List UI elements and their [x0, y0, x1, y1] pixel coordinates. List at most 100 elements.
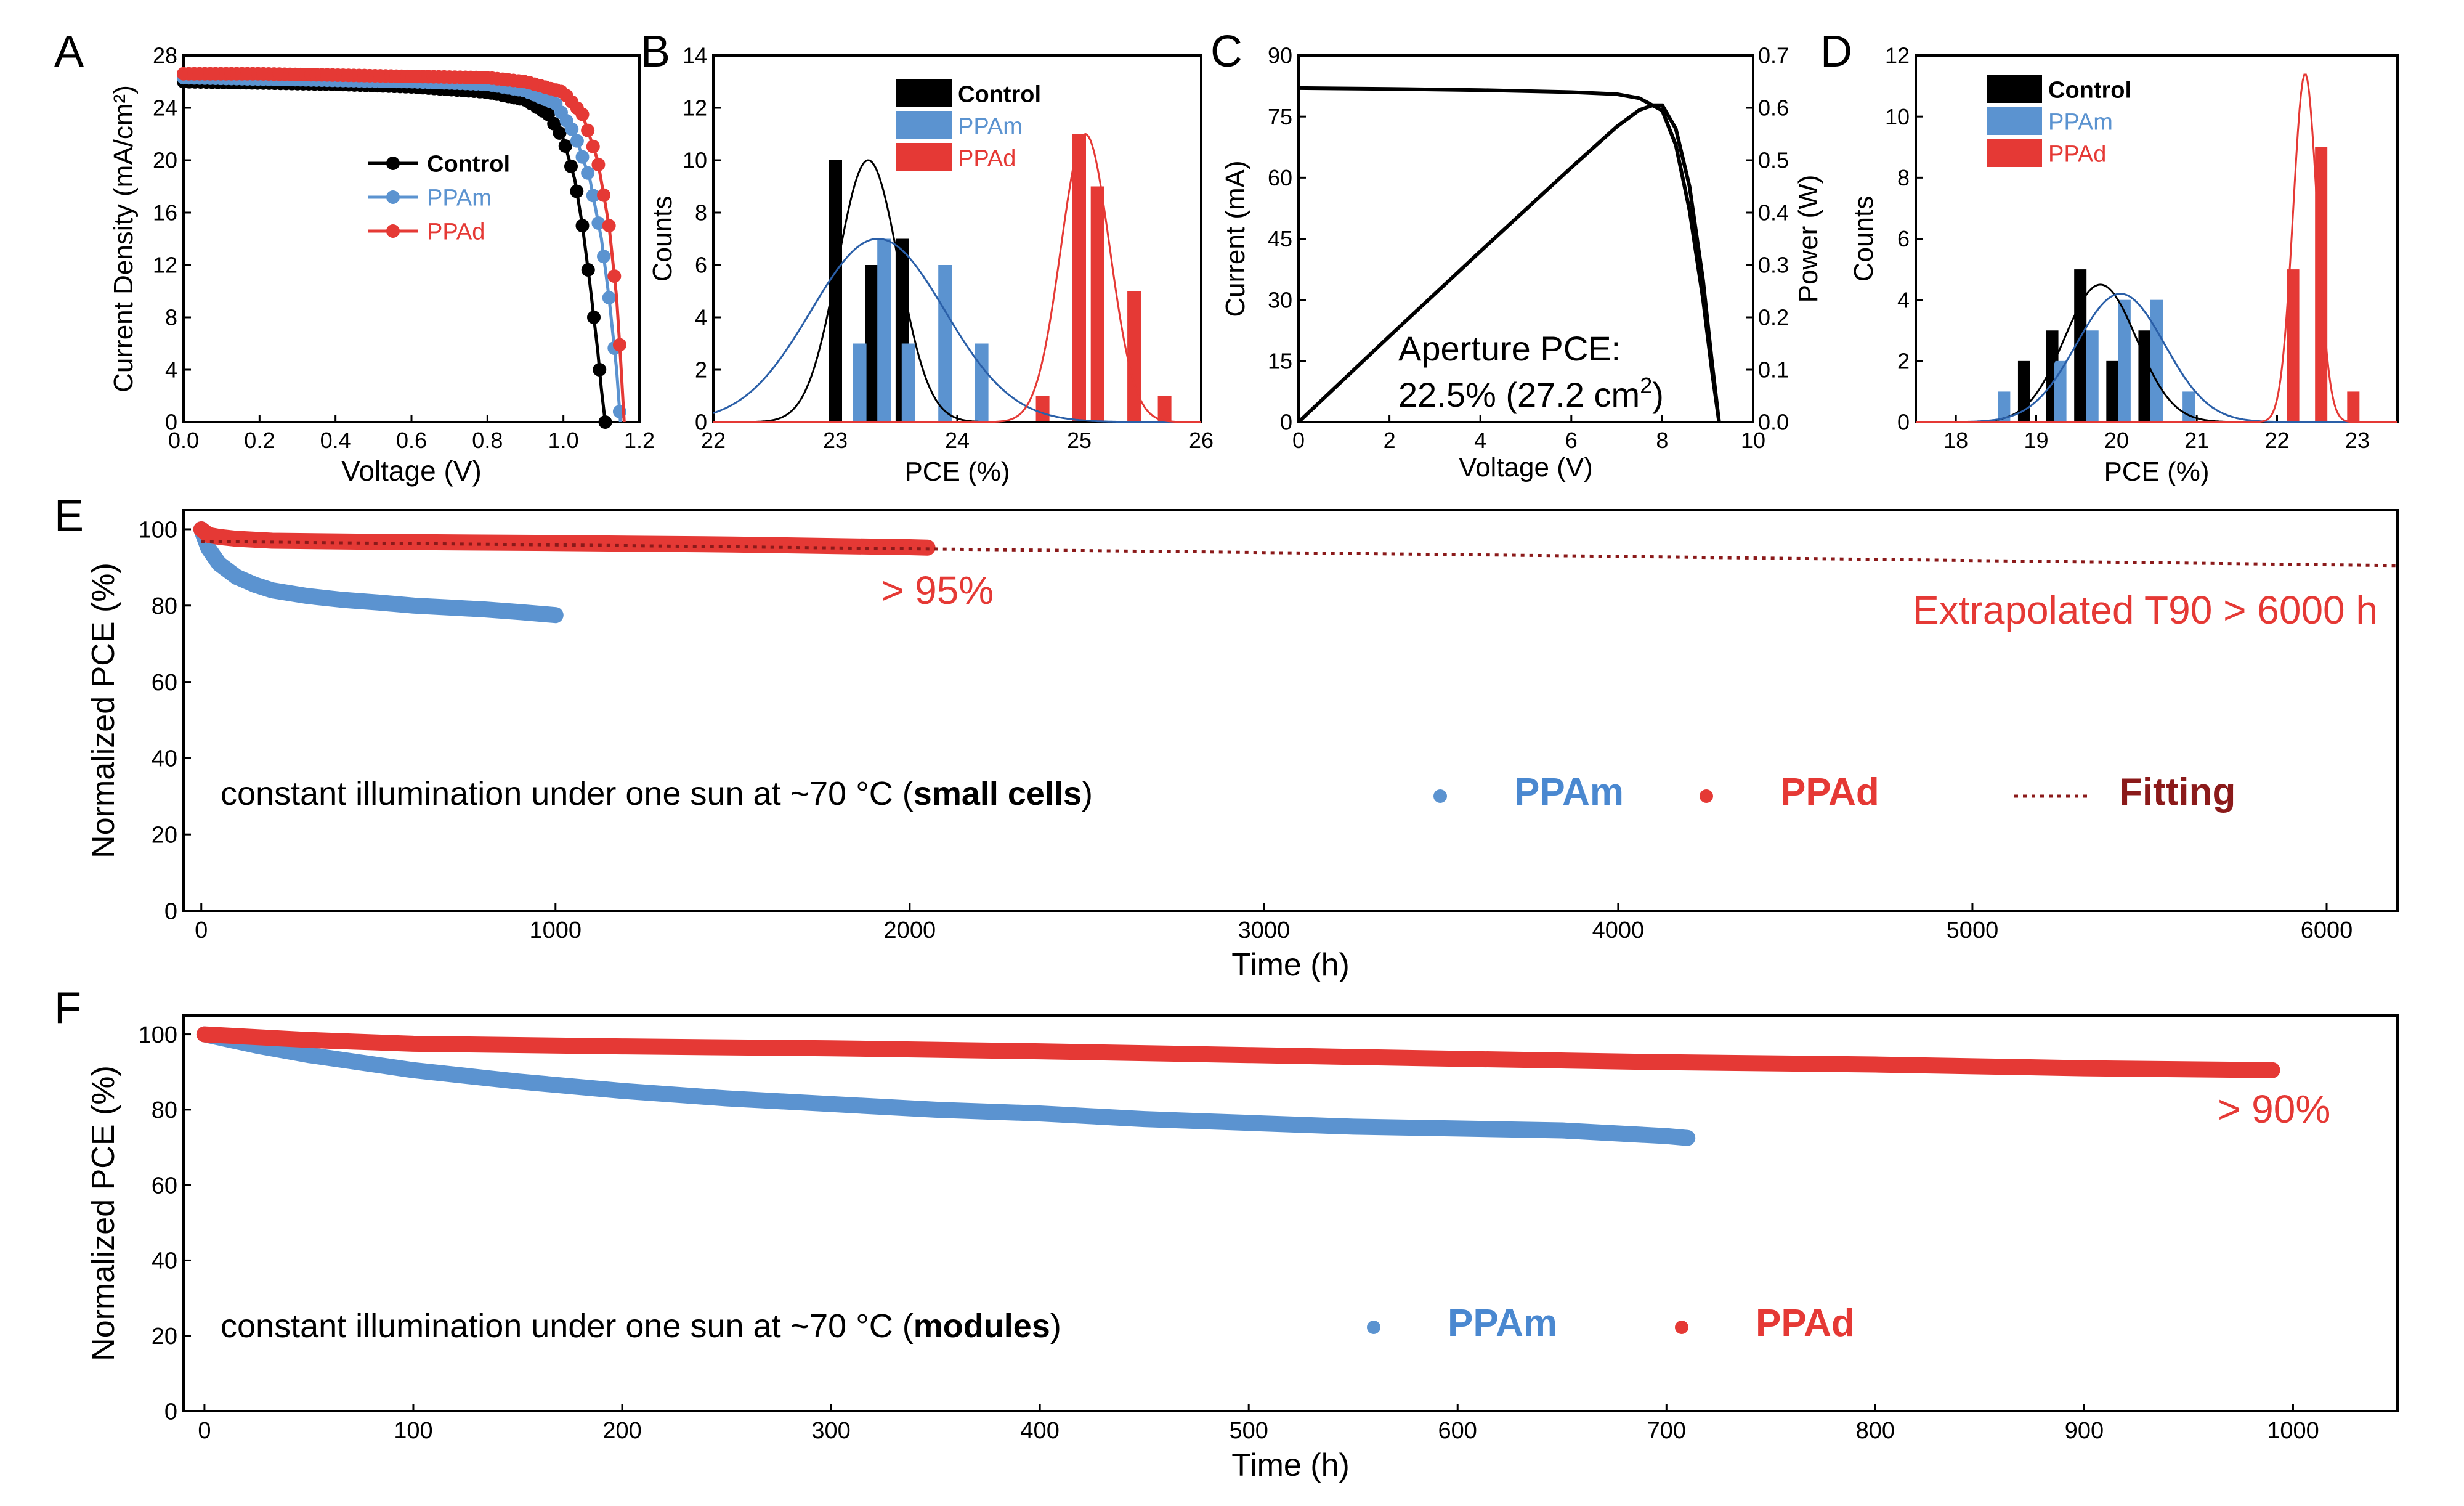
- legend-swatch: [896, 111, 952, 139]
- x-tick-label: 500: [1229, 1418, 1268, 1444]
- gaussian-fit-ppam: [713, 238, 1201, 423]
- y-tick-label: 15: [1268, 348, 1292, 373]
- x-tick-label: 0.2: [244, 428, 275, 453]
- y-tick-label: 90: [1268, 43, 1292, 68]
- x-axis-label: Time (h): [1231, 947, 1350, 983]
- y-tick-label: 20: [153, 148, 177, 173]
- y-tick-label: 12: [1885, 43, 1910, 68]
- x-tick-label: 3000: [1238, 918, 1291, 943]
- jv-curve-control: [183, 80, 607, 423]
- annotation-superscript: 2: [1640, 373, 1652, 398]
- y-tick-label: 2: [1897, 348, 1910, 373]
- x-tick-label: 700: [1647, 1418, 1686, 1444]
- x-tick-label: 200: [602, 1418, 641, 1444]
- legend-label: PPAm: [427, 185, 492, 211]
- caption-text: constant illumination under one sun at ~…: [221, 1308, 914, 1345]
- y-tick-label: 0: [695, 410, 707, 435]
- x-tick-label: 0.6: [396, 428, 427, 453]
- y2-tick-label: 0.2: [1758, 305, 1789, 330]
- x-axis-label: Voltage (V): [341, 455, 482, 487]
- y-tick-label: 8: [165, 305, 177, 330]
- y-tick-label: 8: [1897, 165, 1910, 190]
- legend-label-ppam: PPAm: [1514, 771, 1624, 813]
- jv-marker-control: [558, 139, 572, 153]
- hist-bar-control: [2138, 330, 2151, 422]
- jv-marker-ppam: [586, 189, 600, 203]
- legend-marker: [386, 157, 400, 170]
- hist-bar-ppad: [2347, 391, 2360, 422]
- gaussian-fit-ppam: [1916, 293, 2397, 423]
- y-tick-label: 0: [1897, 410, 1910, 435]
- hist-bar-ppad: [1157, 396, 1172, 422]
- y2-axis-label: Power (W): [1793, 175, 1823, 303]
- y-tick-label: 8: [695, 200, 707, 226]
- panel-F-frame: [182, 1014, 2399, 1412]
- x-tick-label: 800: [1856, 1418, 1895, 1444]
- legend-label-fitting: Fitting: [2119, 771, 2235, 813]
- legend-label-ppad: PPAd: [1756, 1302, 1855, 1345]
- x-tick-label: 900: [2065, 1418, 2104, 1444]
- y-tick-label: 40: [152, 746, 177, 772]
- jv-marker-ppam: [575, 150, 590, 164]
- legend-dot-ppad: [1675, 1321, 1688, 1334]
- panel-letter-f: F: [54, 983, 81, 1033]
- x-tick-label: 4: [1474, 428, 1486, 453]
- caption-text: constant illumination under one sun at ~…: [221, 775, 914, 812]
- legend-label: PPAd: [958, 145, 1016, 171]
- jv-marker-ppad: [602, 219, 616, 233]
- jv-marker-ppam: [602, 291, 616, 305]
- y-tick-label: 80: [152, 1097, 177, 1123]
- x-tick-label: 2000: [884, 918, 936, 943]
- jv-marker-ppad: [581, 123, 595, 137]
- y-tick-label: 60: [152, 1173, 177, 1199]
- y2-tick-label: 0.1: [1758, 357, 1789, 383]
- condition-caption: constant illumination under one sun at ~…: [221, 1308, 1061, 1345]
- y-tick-label: 12: [683, 96, 707, 121]
- jv-marker-control: [564, 159, 578, 173]
- jv-marker-control: [570, 184, 584, 198]
- jv-marker-ppad: [586, 139, 600, 153]
- y2-tick-label: 0.0: [1758, 410, 1789, 435]
- legend-swatch: [1987, 107, 2042, 135]
- y2-tick-label: 0.7: [1758, 43, 1789, 68]
- jv-marker-control: [581, 263, 595, 277]
- y-axis-label: Current Density (mA/cm²): [108, 85, 139, 393]
- legend-label: PPAm: [958, 113, 1023, 139]
- y-axis-label: Normalized PCE (%): [86, 563, 121, 858]
- y2-tick-label: 0.4: [1758, 200, 1789, 226]
- caption-end: ): [1082, 775, 1093, 812]
- legend-label: Control: [2048, 77, 2131, 103]
- panel-letter-e: E: [54, 492, 84, 541]
- x-tick-label: 2: [1384, 428, 1396, 453]
- hist-bar-control: [2017, 360, 2030, 422]
- y-tick-label: 45: [1268, 226, 1292, 251]
- panel-letter-d: D: [1820, 27, 1852, 76]
- x-tick-label: 0: [1292, 428, 1305, 453]
- hist-bar-ppam: [877, 238, 891, 422]
- x-tick-label: 23: [2345, 428, 2370, 453]
- y2-tick-label: 0.5: [1758, 148, 1789, 173]
- x-tick-label: 8: [1656, 428, 1668, 453]
- legend-swatch: [896, 143, 952, 171]
- y-tick-label: 20: [152, 1324, 177, 1349]
- y-tick-label: 80: [152, 593, 177, 619]
- y-tick-label: 10: [683, 148, 707, 173]
- x-tick-label: 25: [1067, 428, 1092, 453]
- jv-marker-ppad: [612, 338, 626, 352]
- y-tick-label: 6: [695, 253, 707, 278]
- hist-bar-ppam: [2150, 299, 2163, 422]
- y-tick-label: 28: [153, 43, 177, 68]
- x-tick-label: 20: [2104, 428, 2129, 453]
- legend-dot-ppam: [1367, 1321, 1380, 1334]
- jv-marker-ppam: [591, 216, 606, 230]
- y-tick-label: 0: [1280, 410, 1292, 435]
- panel-E-frame: [182, 509, 2399, 912]
- x-tick-label: 100: [394, 1418, 432, 1444]
- annotation-t90: Extrapolated T90 > 6000 h: [1913, 588, 2378, 632]
- annotation-line2: 22.5% (27.2 cm2): [1398, 373, 1664, 414]
- hist-bar-control: [865, 265, 879, 422]
- legend-dot-ppad: [1700, 789, 1713, 803]
- y-tick-label: 30: [1268, 287, 1292, 312]
- y2-tick-label: 0.6: [1758, 96, 1789, 121]
